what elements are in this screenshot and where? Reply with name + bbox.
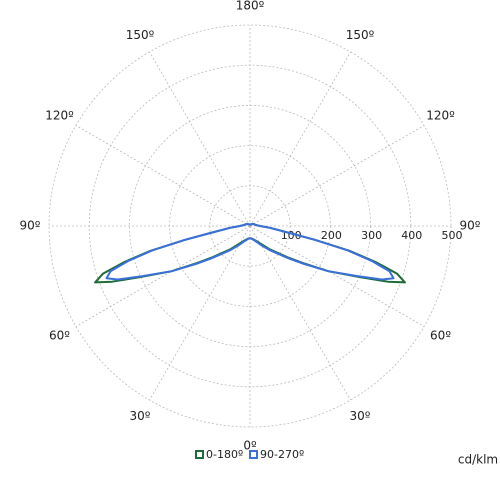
angle-label: 150º	[126, 28, 155, 42]
grid-spoke	[75, 225, 251, 327]
series-line	[105, 223, 251, 281]
angle-label: 0º	[243, 439, 257, 453]
angle-label: 60º	[49, 329, 70, 343]
grid-spoke	[249, 225, 351, 401]
angle-label: 90º	[460, 219, 481, 233]
legend-label: 0-180º	[206, 448, 243, 461]
legend-swatch	[195, 450, 204, 459]
r-tick-label: 200	[321, 229, 342, 242]
grid-spoke	[149, 51, 251, 227]
angle-label: 30º	[350, 409, 371, 423]
r-tick-label: 400	[401, 229, 422, 242]
angle-label: 180º	[236, 0, 265, 13]
angle-label: 30º	[130, 409, 151, 423]
angle-label: 150º	[346, 28, 375, 42]
axis-unit: cd/klm	[458, 453, 498, 467]
r-tick-label: 500	[442, 229, 463, 242]
series-line	[94, 223, 251, 284]
series-line	[249, 223, 395, 281]
angle-label: 120º	[426, 109, 455, 123]
legend-label: 90-270º	[260, 448, 304, 461]
grid-spoke	[75, 125, 251, 227]
legend-swatch	[249, 450, 258, 459]
grid-spoke	[249, 225, 425, 327]
angle-label: 120º	[45, 109, 74, 123]
angle-label: 90º	[20, 219, 41, 233]
grid-spoke	[149, 225, 251, 401]
angle-label: 60º	[430, 329, 451, 343]
grid-spoke	[249, 51, 351, 227]
grid-spoke	[249, 125, 425, 227]
r-tick-label: 300	[361, 229, 382, 242]
